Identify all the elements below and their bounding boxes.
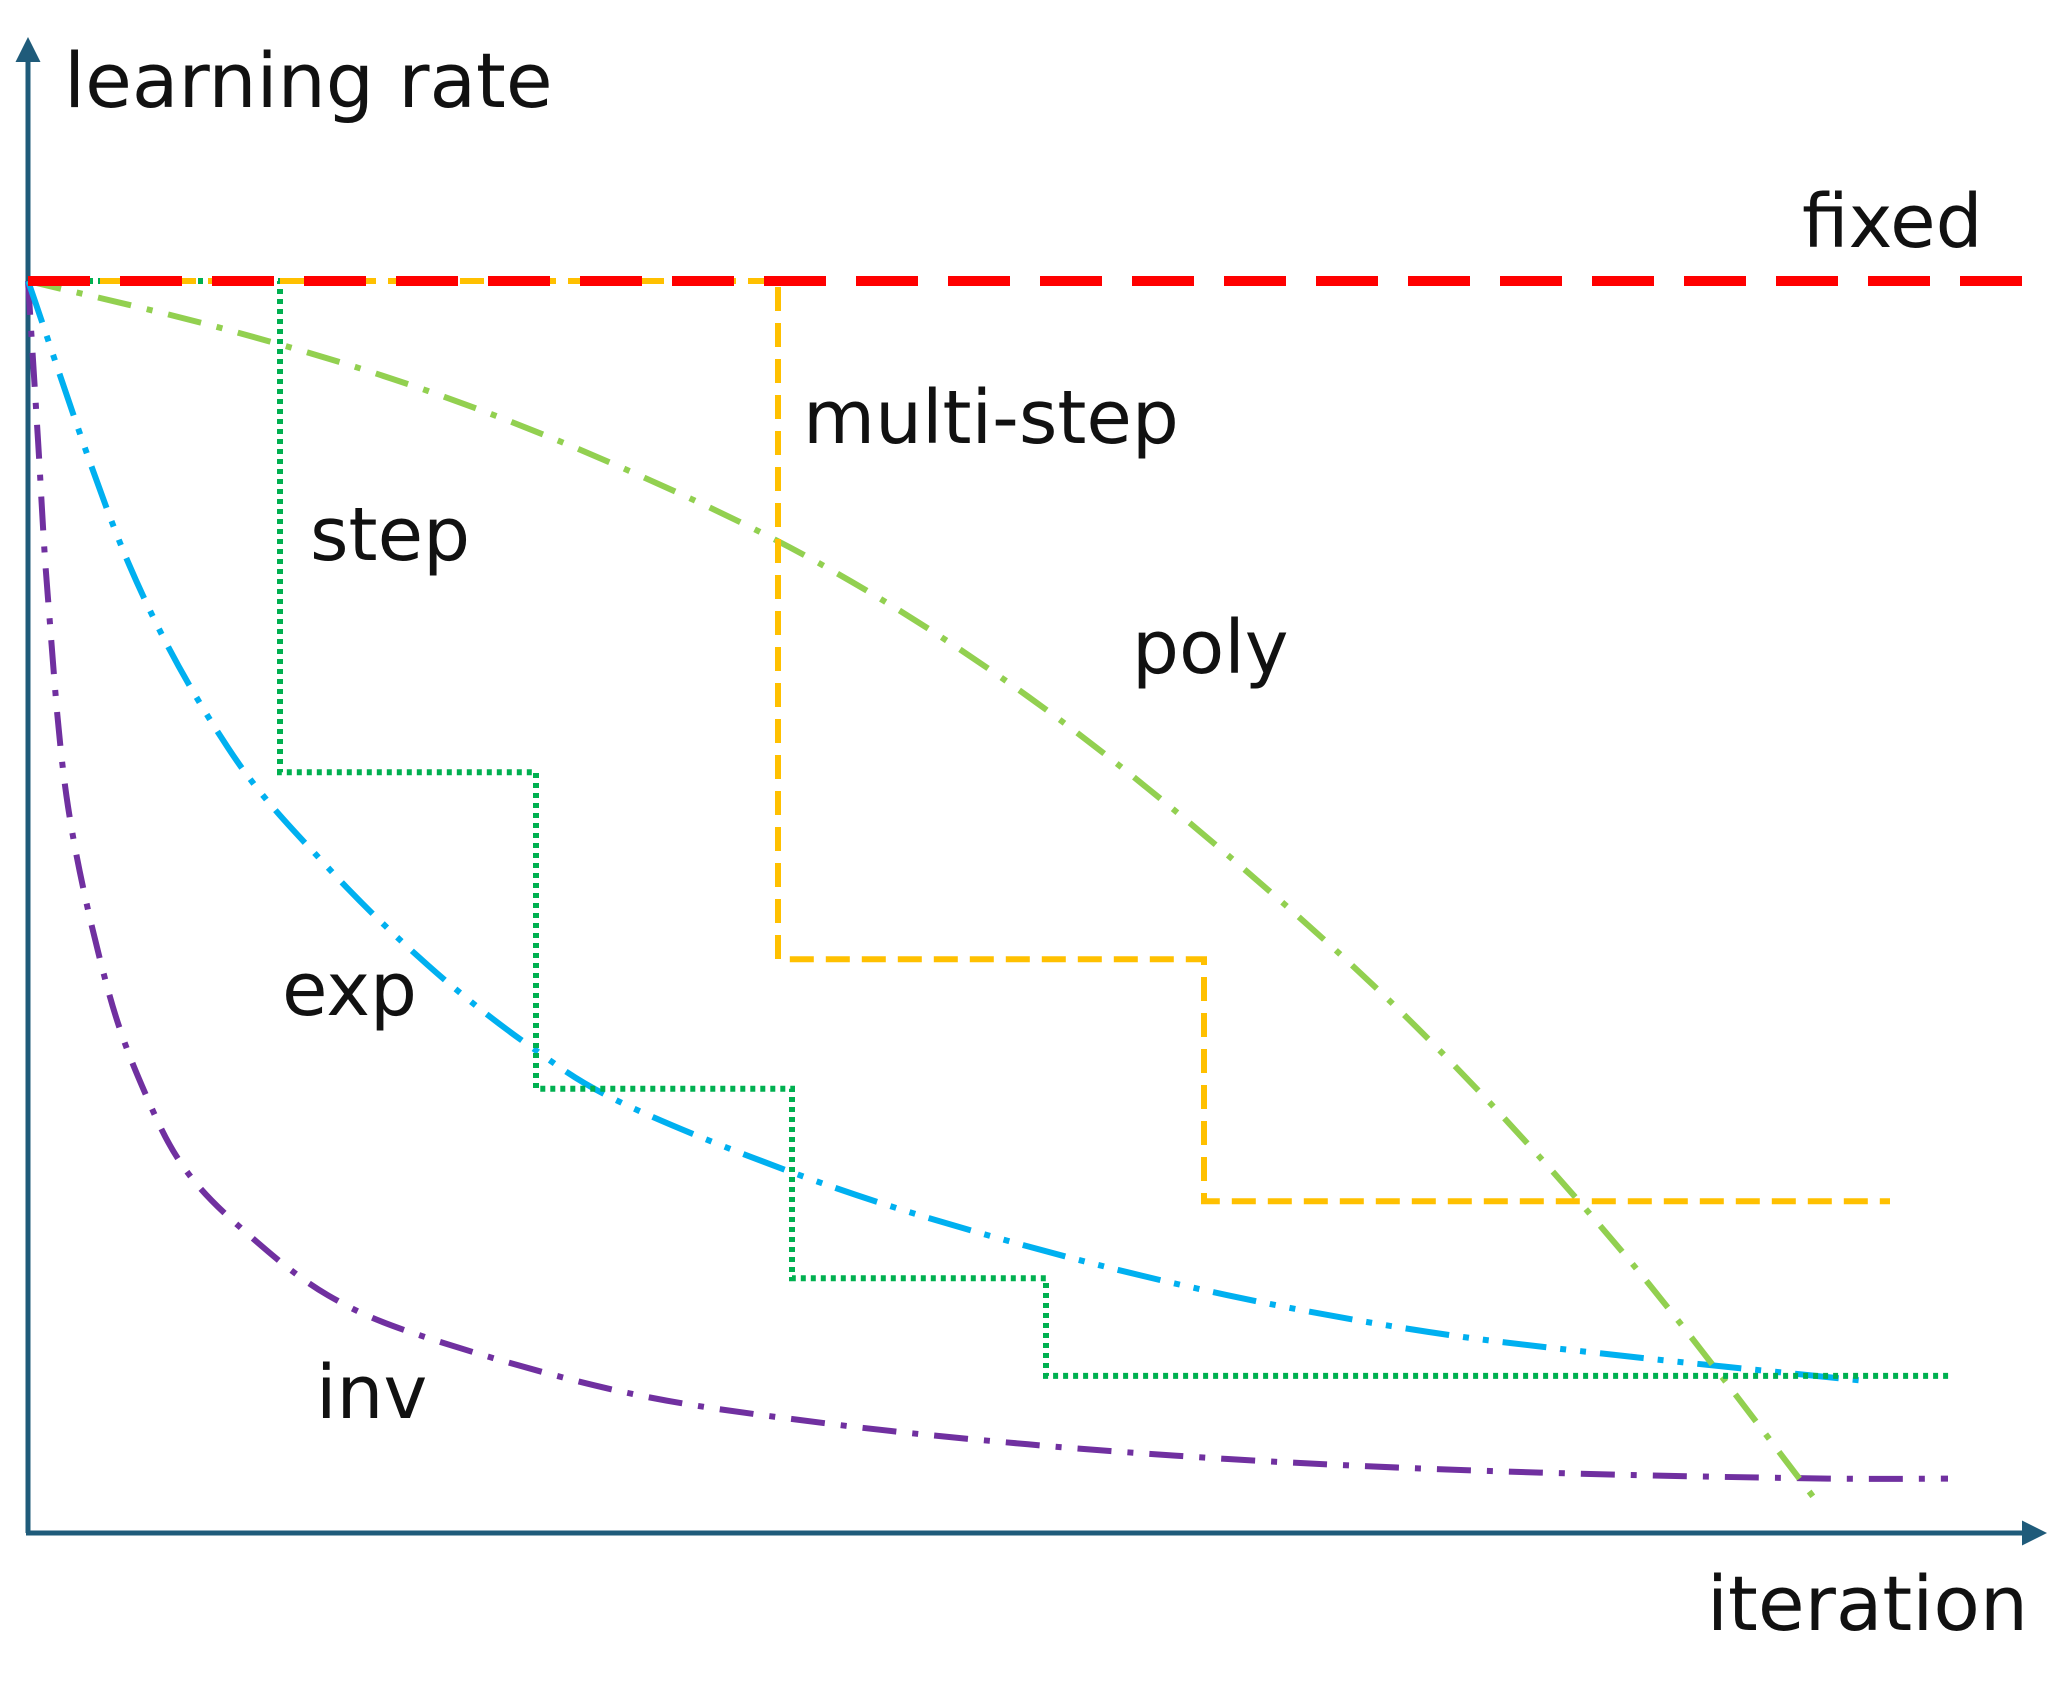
series-layer [25,276,2028,1505]
series-label-step: step [310,492,470,578]
series-label-fixed: fixed [1802,179,1983,265]
x-axis-label: iteration [1707,1559,2028,1648]
series-label-multi-step: multi-step [803,375,1179,461]
series-line-step [28,278,1952,1379]
series-label-poly: poly [1132,605,1289,691]
y-axis-label: learning rate [64,36,553,125]
series-line-exp [25,279,1865,1384]
series-label-inv: inv [316,1350,427,1436]
series-line-multi-step [28,278,1890,1205]
series-line-inv [25,280,1949,1482]
series-line-poly [27,278,1821,1505]
axes [15,37,2047,1546]
series-label-exp: exp [282,947,417,1033]
